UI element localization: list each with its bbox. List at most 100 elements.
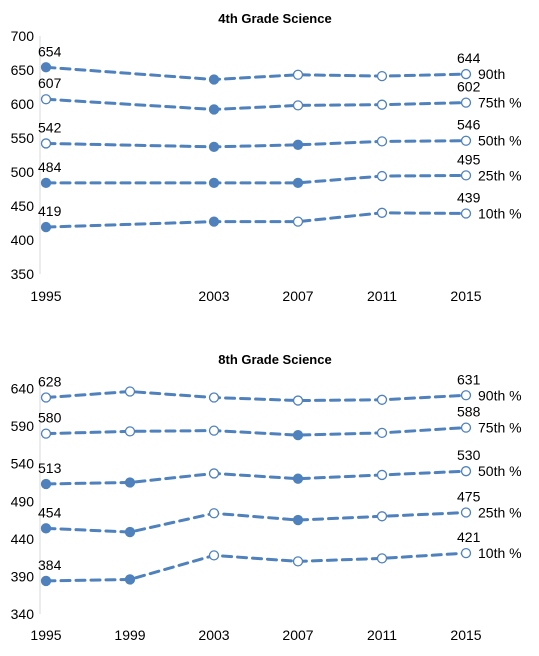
series-line	[44, 211, 468, 229]
series-line	[44, 426, 468, 437]
data-label: 484	[38, 159, 62, 175]
y-tick-label: 590	[11, 418, 35, 434]
data-point	[208, 550, 220, 561]
data-point	[292, 139, 304, 150]
data-point	[460, 507, 472, 518]
data-point	[208, 425, 220, 436]
data-point	[40, 428, 52, 439]
data-point	[208, 216, 220, 227]
data-label: 588	[457, 404, 481, 420]
data-label: 628	[38, 374, 62, 390]
data-label: 654	[38, 43, 62, 59]
data-label: 495	[457, 151, 481, 167]
data-label: 384	[38, 557, 62, 573]
data-label: 607	[38, 75, 62, 91]
series-name-label: 75th %	[478, 420, 522, 436]
series-line	[44, 390, 468, 403]
data-point	[124, 426, 136, 437]
x-tick-label: 2015	[450, 288, 481, 304]
series-name-label: 10th %	[478, 205, 522, 221]
data-point	[460, 135, 472, 146]
x-tick-label: 2011	[367, 627, 397, 643]
data-label: 454	[38, 504, 62, 520]
data-label: 513	[38, 460, 62, 476]
series-line	[44, 511, 468, 534]
data-point	[292, 177, 304, 189]
data-point	[292, 69, 304, 80]
series-name-label: 25th %	[478, 167, 522, 183]
data-point	[292, 514, 304, 526]
data-point	[460, 547, 472, 559]
series-line	[44, 551, 468, 583]
data-label: 421	[457, 529, 481, 545]
data-label: 439	[457, 189, 481, 205]
x-tick-label: 1999	[114, 627, 145, 643]
data-point	[124, 386, 136, 397]
data-label: 631	[457, 371, 481, 387]
x-tick-label: 2007	[282, 627, 313, 643]
data-point	[208, 392, 220, 403]
chart-8th-grade-science: 8th Grade Science 340 390 440 490 540 590 640 1…	[11, 352, 522, 643]
data-point	[124, 526, 136, 538]
data-point	[292, 216, 304, 227]
data-point	[40, 478, 52, 490]
data-point	[460, 390, 472, 401]
series-name-label: 50th %	[478, 463, 522, 479]
data-point	[40, 221, 52, 233]
y-tick-label: 550	[11, 130, 35, 146]
data-label: 542	[38, 119, 62, 135]
series-name-label: 75th %	[478, 95, 522, 111]
y-tick-label: 640	[11, 381, 35, 397]
data-point	[376, 394, 388, 405]
data-point	[376, 469, 388, 481]
data-point	[376, 207, 388, 218]
data-point	[376, 553, 388, 564]
y-tick-label: 440	[11, 531, 35, 547]
series-name-label: 90th %	[478, 387, 522, 403]
x-tick-label: 2011	[367, 288, 397, 304]
data-point	[460, 422, 472, 433]
y-tick-label: 600	[11, 96, 35, 112]
y-tick-label: 340	[11, 606, 35, 622]
data-label: 602	[457, 79, 481, 95]
x-tick-label: 2007	[282, 288, 313, 304]
data-point	[376, 511, 388, 522]
data-point	[40, 94, 52, 105]
series-name-label: 10th %	[478, 545, 522, 561]
series-line	[44, 173, 468, 185]
data-point	[292, 395, 304, 406]
x-tick-label: 1995	[30, 288, 61, 304]
x-tick-label: 2003	[198, 288, 229, 304]
data-point	[376, 427, 388, 439]
series-line	[44, 97, 468, 111]
data-point	[40, 392, 52, 403]
data-point	[40, 177, 52, 189]
data-point	[40, 62, 52, 73]
y-tick-label: 650	[11, 62, 35, 78]
data-point	[208, 468, 220, 479]
data-point	[40, 575, 52, 587]
data-point	[460, 97, 472, 108]
x-tick-label: 2003	[198, 627, 229, 643]
y-tick-label: 350	[11, 266, 35, 282]
data-point	[460, 68, 472, 80]
y-tick-label: 400	[11, 232, 35, 248]
y-tick-label: 540	[11, 456, 35, 472]
data-point	[376, 70, 388, 82]
data-point	[292, 473, 304, 484]
data-point	[124, 574, 136, 585]
chart-title: 4th Grade Science	[218, 11, 331, 26]
y-tick-label: 450	[11, 198, 35, 214]
data-point	[292, 100, 304, 111]
data-point	[376, 136, 388, 147]
data-label: 530	[457, 447, 481, 463]
chart-4th-grade-science: 4th Grade Science 350 400 450 500 550 600 650 7…	[11, 11, 522, 304]
data-point	[460, 208, 472, 219]
